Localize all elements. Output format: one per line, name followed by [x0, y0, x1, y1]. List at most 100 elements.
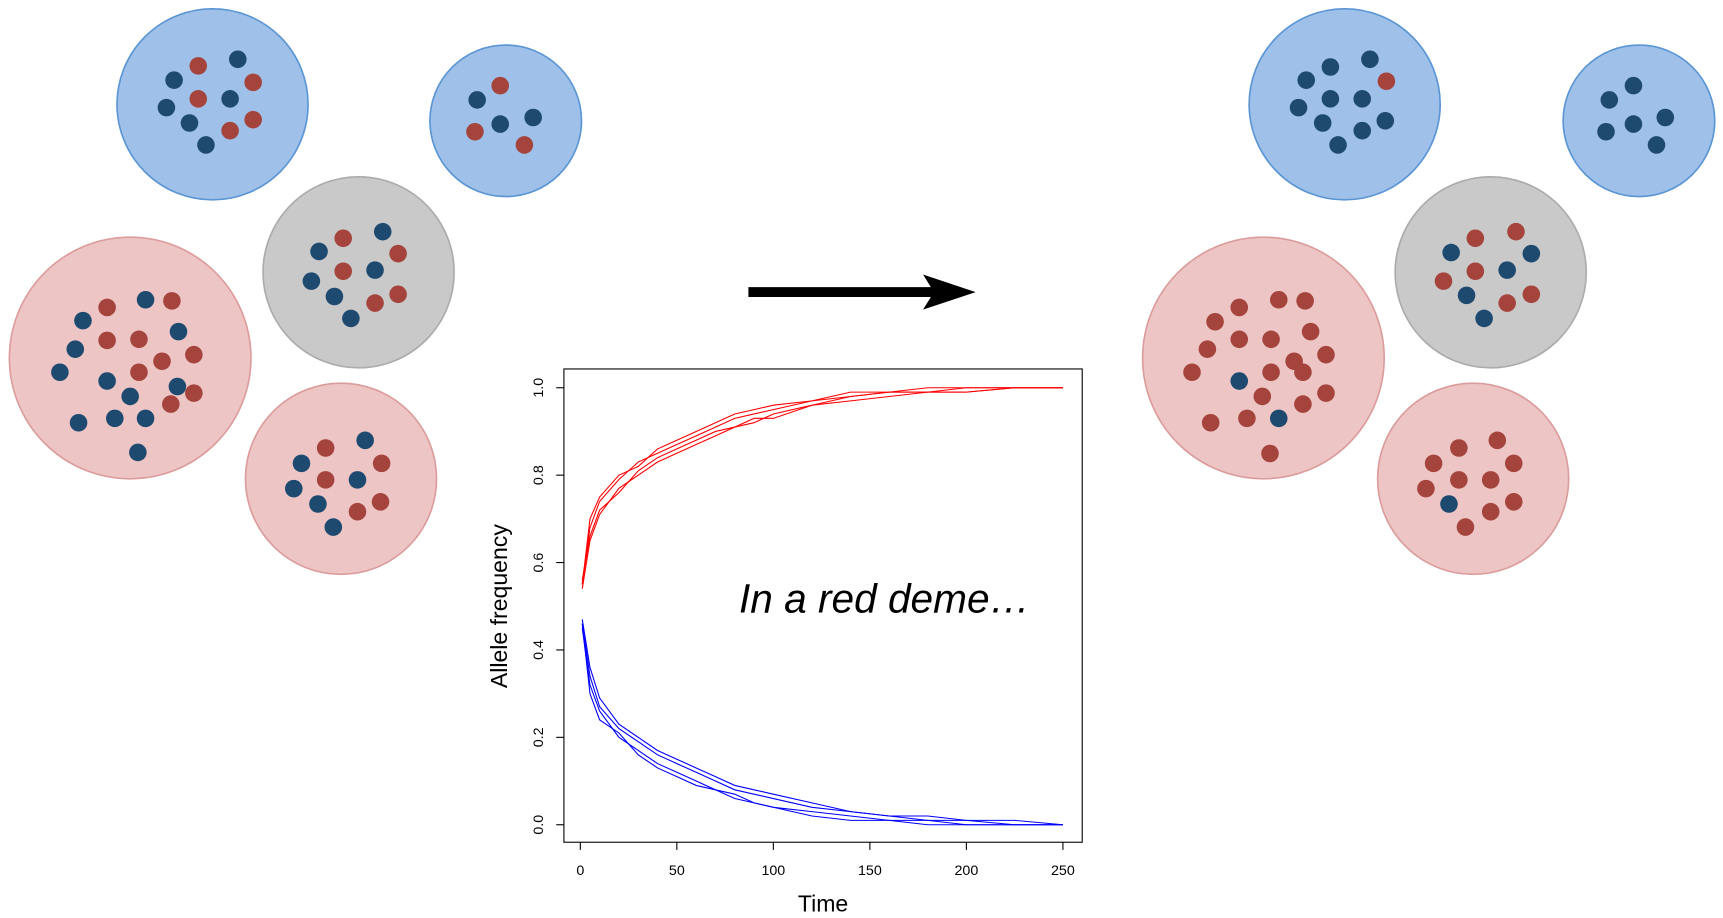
deme-circle	[1394, 175, 1588, 369]
individual	[168, 377, 187, 396]
individual	[1481, 471, 1500, 489]
individual	[1457, 286, 1476, 305]
individual	[342, 309, 360, 328]
x-tick-label: 250	[1051, 863, 1075, 879]
x-tick-label: 100	[761, 863, 785, 879]
y-tick-label: 0.8	[531, 465, 547, 485]
x-axis-title: Time	[798, 890, 848, 916]
individual	[1321, 58, 1340, 76]
individual	[292, 454, 311, 473]
individual	[1507, 222, 1525, 241]
individual	[466, 122, 484, 141]
individual	[1198, 340, 1217, 358]
individual	[221, 121, 239, 140]
individual	[244, 110, 262, 129]
individual	[491, 115, 510, 133]
individual	[1434, 272, 1453, 290]
individual	[69, 413, 88, 432]
series-line	[581, 387, 1063, 581]
y-tick-label: 1.0	[531, 378, 547, 398]
individual	[1522, 285, 1541, 304]
individual	[1624, 76, 1643, 95]
deme	[8, 236, 252, 480]
individual	[98, 298, 116, 317]
individual	[169, 322, 188, 341]
x-tick-label: 0	[576, 863, 584, 879]
individual	[185, 345, 203, 364]
individual	[1301, 322, 1320, 341]
individual	[389, 285, 407, 304]
individual	[310, 242, 328, 261]
individual	[157, 98, 176, 117]
individual	[373, 222, 392, 241]
individual	[1206, 312, 1224, 331]
individual	[491, 76, 510, 95]
individual	[1313, 114, 1332, 132]
y-tick-label: 0.6	[531, 553, 547, 573]
deme	[116, 7, 309, 201]
individual	[1321, 90, 1340, 108]
individual	[1353, 121, 1372, 140]
individual	[197, 136, 215, 154]
individual	[1230, 330, 1249, 349]
deme-circle	[1141, 236, 1386, 480]
individual	[348, 471, 367, 489]
individual	[1230, 372, 1249, 390]
x-tick-label: 50	[669, 863, 685, 879]
individual	[189, 57, 208, 75]
individual	[309, 495, 327, 513]
arrow	[748, 274, 976, 310]
series-line	[581, 623, 1063, 826]
individual	[74, 311, 92, 330]
arrow-head	[922, 274, 976, 310]
individual	[1262, 363, 1280, 382]
individual	[1488, 431, 1507, 450]
individual	[1294, 395, 1312, 413]
individual	[221, 90, 239, 108]
individual	[229, 50, 247, 69]
individual	[1253, 387, 1272, 406]
deme-circle	[1376, 382, 1570, 576]
individual	[1597, 122, 1615, 141]
deme	[1248, 7, 1442, 201]
individual	[334, 262, 352, 281]
individual	[285, 479, 303, 498]
individual	[185, 384, 203, 402]
deme	[429, 44, 583, 198]
individual	[468, 91, 486, 109]
individual	[130, 330, 148, 349]
individual	[1656, 108, 1675, 127]
deme	[1376, 382, 1570, 576]
individual	[1440, 495, 1458, 513]
deme-circle	[8, 236, 252, 480]
individual	[1442, 243, 1460, 262]
series-line	[581, 387, 1063, 585]
individual	[1417, 479, 1435, 498]
individual	[1377, 72, 1396, 91]
individual	[1262, 330, 1280, 349]
individual	[1504, 493, 1523, 511]
individual	[1296, 292, 1314, 310]
individual	[98, 331, 116, 350]
individual	[371, 493, 390, 511]
individual	[1183, 363, 1201, 382]
individual	[1269, 290, 1288, 309]
individual	[1481, 502, 1500, 521]
individual	[1361, 50, 1379, 69]
deme-circle	[116, 7, 309, 201]
individual	[163, 292, 181, 310]
individual	[366, 261, 384, 279]
individual	[1504, 454, 1523, 473]
individual	[366, 294, 384, 312]
individual	[66, 340, 85, 358]
deme	[1141, 236, 1386, 480]
individual	[1475, 309, 1493, 328]
individual	[1498, 294, 1516, 312]
individual	[136, 409, 155, 428]
individual	[1450, 439, 1468, 457]
individual	[524, 108, 542, 127]
individual	[1450, 471, 1468, 489]
y-tick-label: 0.0	[531, 815, 547, 835]
individual	[1261, 444, 1279, 463]
individual	[316, 471, 335, 489]
